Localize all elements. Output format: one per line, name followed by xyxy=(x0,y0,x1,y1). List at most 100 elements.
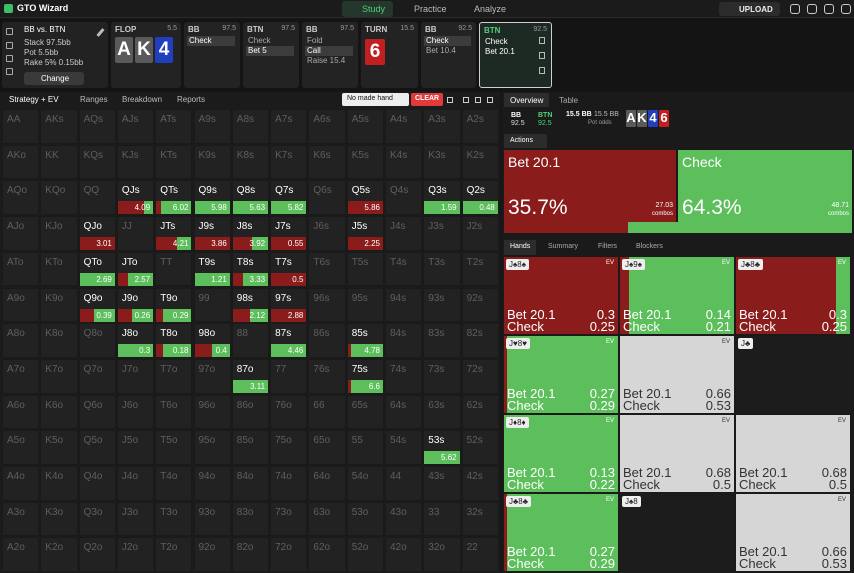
hand-cell[interactable]: QJo 3.01 xyxy=(78,216,116,251)
hand-cell[interactable]: Q9s 5.98 xyxy=(193,180,231,216)
hands-tab[interactable]: Summary xyxy=(548,243,578,250)
hand-cell[interactable]: 66 xyxy=(308,394,346,430)
view-icon[interactable] xyxy=(487,97,493,103)
combo-cell[interactable]: J♣8♣ EV Bet 20.1 Check 0.27 0.29 xyxy=(504,494,618,571)
hand-cell[interactable]: J3s xyxy=(423,216,461,251)
hand-cell[interactable]: 77 xyxy=(270,358,308,394)
hand-cell[interactable]: T5o xyxy=(155,430,193,465)
hands-tab[interactable]: Filters xyxy=(598,243,618,250)
right-tab[interactable]: Overview xyxy=(504,93,550,107)
combo-cell[interactable]: EV Bet 20.1 Check 0.68 0.5 xyxy=(620,415,734,492)
change-button[interactable]: Change xyxy=(24,72,84,85)
hand-cell[interactable]: 76s xyxy=(308,358,346,394)
hand-cell[interactable]: K3o xyxy=(40,501,78,537)
hand-cell[interactable]: 72s xyxy=(461,358,499,394)
hand-cell[interactable]: KJo xyxy=(40,216,78,251)
hand-cell[interactable]: 83s xyxy=(423,323,461,358)
hand-cell[interactable]: KTo xyxy=(40,251,78,287)
hand-cell[interactable]: Q6s xyxy=(308,180,346,216)
hand-cell[interactable]: T8o 0.18 xyxy=(155,323,193,358)
hand-cell[interactable]: QJs 4.09 xyxy=(116,180,155,216)
hand-cell[interactable]: JJ xyxy=(116,216,155,251)
nav-icon[interactable] xyxy=(824,4,834,14)
hand-cell[interactable]: 62o xyxy=(308,537,346,573)
nav-tab[interactable]: Study xyxy=(342,1,394,17)
hand-cell[interactable]: A5s xyxy=(346,109,384,144)
hand-cell[interactable]: 98s 2.12 xyxy=(231,287,270,323)
nav-icon[interactable] xyxy=(841,4,851,14)
hand-cell[interactable]: Q4s xyxy=(385,180,423,216)
hand-cell[interactable]: K4o xyxy=(40,466,78,501)
hand-cell[interactable]: Q4o xyxy=(78,466,116,501)
nav-tab[interactable]: Practice xyxy=(414,4,447,14)
hand-cell[interactable]: JTs 4.21 xyxy=(155,216,193,251)
hand-cell[interactable]: AJs xyxy=(116,109,155,144)
hand-cell[interactable]: A2o xyxy=(2,537,40,573)
hand-cell[interactable]: A4o xyxy=(2,466,40,501)
hand-cell[interactable]: 43o xyxy=(385,501,423,537)
hand-cell[interactable]: 63s xyxy=(423,394,461,430)
street-action[interactable]: Check xyxy=(424,36,471,46)
hand-cell[interactable]: AA xyxy=(2,109,40,144)
action-box[interactable]: Bet 20.1 35.7% 27.03 combos xyxy=(504,150,676,222)
hand-cell[interactable]: 65s xyxy=(346,394,384,430)
hand-cell[interactable]: 86s xyxy=(308,323,346,358)
hand-cell[interactable]: A5o xyxy=(2,430,40,465)
hand-cell[interactable]: K9s xyxy=(193,144,231,180)
hand-cell[interactable]: 42o xyxy=(385,537,423,573)
combo-cell[interactable]: J♥8♥ EV Bet 20.1 Check 0.27 0.29 xyxy=(504,336,618,413)
street-action[interactable]: Bet 10.4 xyxy=(426,46,456,55)
hand-cell[interactable]: QTo 2.69 xyxy=(78,251,116,287)
hand-cell[interactable]: 73o xyxy=(270,501,308,537)
hand-cell[interactable]: K7o xyxy=(40,358,78,394)
hand-cell[interactable]: T2o xyxy=(155,537,193,573)
hand-cell[interactable]: KTs xyxy=(155,144,193,180)
combo-cell[interactable]: J♣ xyxy=(736,336,850,413)
hand-cell[interactable]: A3o xyxy=(2,501,40,537)
hand-cell[interactable]: Q5o xyxy=(78,430,116,465)
view-tab[interactable]: Ranges xyxy=(80,95,108,104)
hands-tab[interactable]: Blockers xyxy=(636,243,663,250)
hand-cell[interactable]: A9s xyxy=(193,109,231,144)
hand-cell[interactable]: K5s xyxy=(346,144,384,180)
hand-cell[interactable]: K6o xyxy=(40,394,78,430)
hand-cell[interactable]: K2o xyxy=(40,537,78,573)
hand-cell[interactable]: A9o xyxy=(2,287,40,323)
view-icon[interactable] xyxy=(463,97,469,103)
filter-chip[interactable]: No made hand xyxy=(342,93,409,106)
hand-cell[interactable]: 96o xyxy=(193,394,231,430)
hand-cell[interactable]: 32o xyxy=(423,537,461,573)
hand-cell[interactable]: 94s xyxy=(385,287,423,323)
street-action[interactable]: Raise 15.4 xyxy=(307,56,346,65)
hand-cell[interactable]: T6o xyxy=(155,394,193,430)
hand-cell[interactable]: J5s 2.25 xyxy=(346,216,384,251)
hand-cell[interactable]: KQo xyxy=(40,180,78,216)
combo-cell[interactable]: EV Bet 20.1 Check 0.66 0.53 xyxy=(620,336,734,413)
combo-cell[interactable]: EV Bet 20.1 Check 0.66 0.53 xyxy=(736,494,850,571)
combo-cell[interactable]: J♣8♣ EV Bet 20.1 Check 0.3 0.25 xyxy=(736,257,850,334)
hand-cell[interactable]: J7s 0.55 xyxy=(270,216,308,251)
hand-cell[interactable]: J2o xyxy=(116,537,155,573)
hand-cell[interactable]: 95s xyxy=(346,287,384,323)
hand-cell[interactable]: QQ xyxy=(78,180,116,216)
hand-cell[interactable]: J4o xyxy=(116,466,155,501)
view-icon[interactable] xyxy=(475,97,481,103)
hand-cell[interactable]: A7o xyxy=(2,358,40,394)
hand-cell[interactable]: K6s xyxy=(308,144,346,180)
hand-cell[interactable]: 74o xyxy=(270,466,308,501)
hand-cell[interactable]: AJo xyxy=(2,216,40,251)
hand-cell[interactable]: 92s xyxy=(461,287,499,323)
hand-cell[interactable]: 52s xyxy=(461,430,499,465)
hand-cell[interactable]: JTo 2.57 xyxy=(116,251,155,287)
hand-cell[interactable]: 97o xyxy=(193,358,231,394)
hand-cell[interactable]: T3o xyxy=(155,501,193,537)
hand-cell[interactable]: K8s xyxy=(231,144,270,180)
hand-cell[interactable]: T7s 0.5 xyxy=(270,251,308,287)
hand-cell[interactable]: J6s xyxy=(308,216,346,251)
combo-cell[interactable]: EV Bet 20.1 Check 0.68 0.5 xyxy=(736,415,850,492)
street-action[interactable]: Call xyxy=(305,46,353,56)
hand-cell[interactable]: 97s 2.88 xyxy=(270,287,308,323)
hand-cell[interactable]: 75o xyxy=(270,430,308,465)
hand-cell[interactable]: AQs xyxy=(78,109,116,144)
hand-cell[interactable]: J3o xyxy=(116,501,155,537)
